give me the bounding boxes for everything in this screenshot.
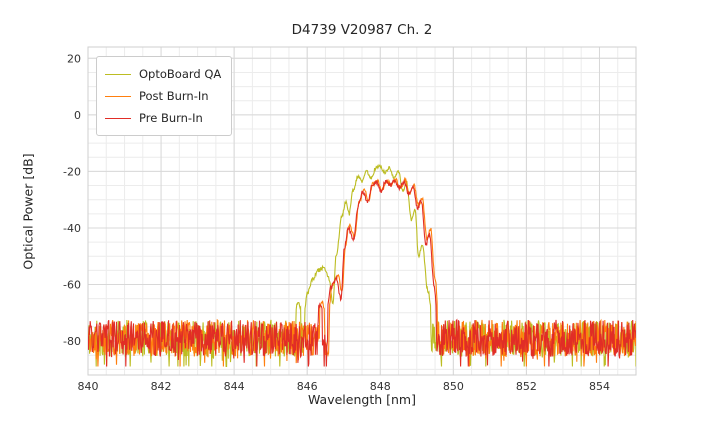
legend-swatch-post-burn-in: [105, 95, 131, 97]
chart-title: D4739 V20987 Ch. 2: [291, 22, 433, 38]
svg-text:-80: -80: [63, 335, 81, 348]
series-line-pre-burn-in: [88, 179, 636, 367]
legend-label: Post Burn-In: [139, 89, 209, 103]
legend-label: Pre Burn-In: [139, 111, 203, 125]
svg-text:842: 842: [151, 380, 172, 393]
svg-text:-40: -40: [63, 222, 81, 235]
legend-swatch-pre-burn-in: [105, 117, 131, 119]
svg-text:844: 844: [224, 380, 245, 393]
legend-item-optoboard-qa: OptoBoard QA: [105, 63, 221, 85]
svg-text:840: 840: [78, 380, 99, 393]
svg-text:854: 854: [589, 380, 610, 393]
legend-item-pre-burn-in: Pre Burn-In: [105, 107, 221, 129]
svg-text:20: 20: [67, 52, 81, 65]
legend-item-post-burn-in: Post Burn-In: [105, 85, 221, 107]
svg-text:-20: -20: [63, 165, 81, 178]
svg-text:848: 848: [370, 380, 391, 393]
svg-text:852: 852: [516, 380, 537, 393]
legend-swatch-optoboard-qa: [105, 73, 131, 75]
svg-text:850: 850: [443, 380, 464, 393]
legend-label: OptoBoard QA: [139, 67, 222, 81]
x-axis-label: Wavelength [nm]: [308, 392, 416, 407]
svg-text:0: 0: [74, 109, 81, 122]
svg-text:-60: -60: [63, 279, 81, 292]
legend: OptoBoard QA Post Burn-In Pre Burn-In: [96, 56, 233, 136]
svg-text:846: 846: [297, 380, 318, 393]
